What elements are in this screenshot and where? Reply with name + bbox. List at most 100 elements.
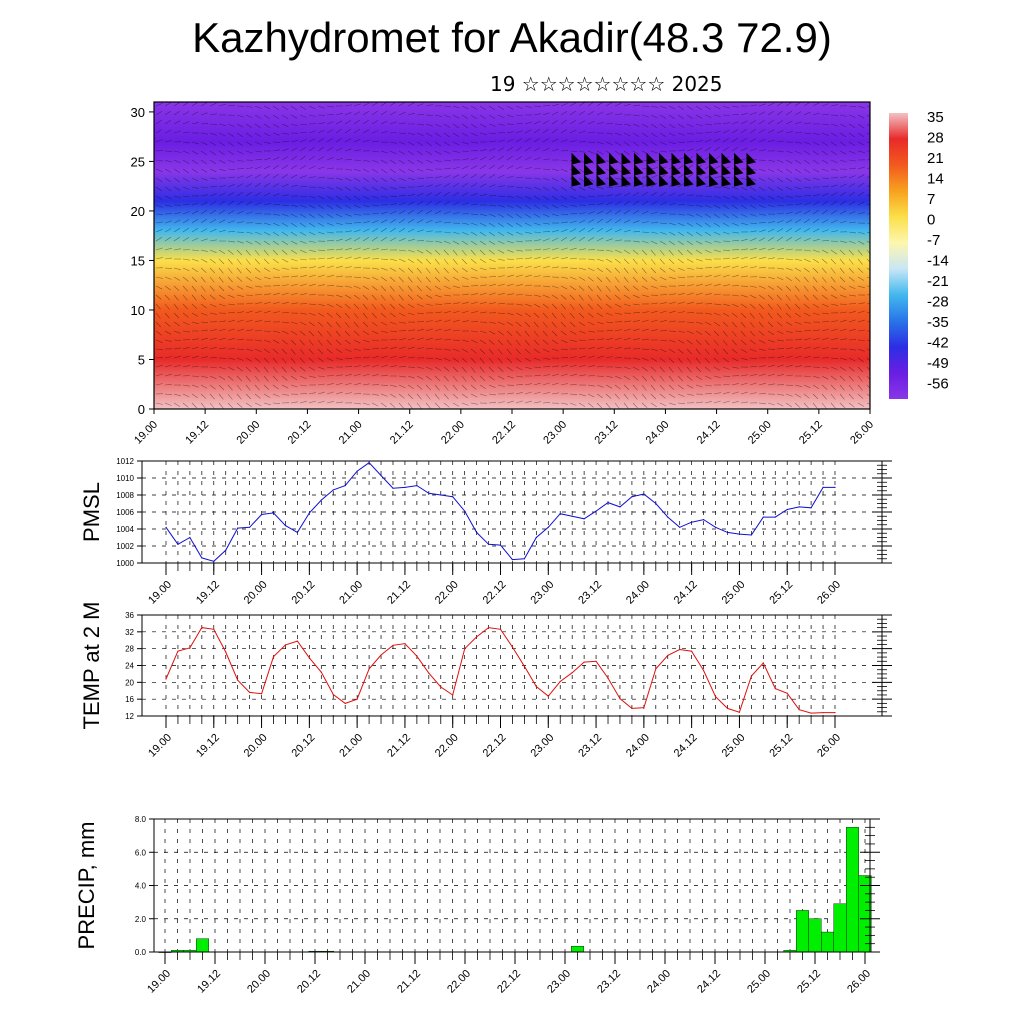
pmsl-point — [404, 486, 406, 488]
temp-point — [643, 706, 645, 709]
wind-barb — [571, 152, 581, 165]
pmsl-point — [810, 507, 812, 509]
pmsl-point — [225, 549, 227, 551]
wind-barb — [634, 174, 644, 187]
pmsl-point — [726, 531, 729, 534]
wind-barb — [609, 163, 619, 176]
y-tick-label: 30 — [131, 105, 145, 120]
pmsl-point — [380, 474, 382, 477]
temp-point — [786, 692, 788, 694]
temp-point — [237, 679, 239, 681]
wind-barb — [646, 174, 656, 187]
pmsl-point — [535, 536, 537, 539]
x-tick-label: 19.12 — [183, 419, 211, 447]
pmsl-point — [547, 526, 549, 528]
colorbar-label: 14 — [927, 171, 944, 188]
wind-barb — [721, 174, 731, 187]
temp-point — [356, 698, 358, 700]
x-tick-label: 22.00 — [433, 579, 461, 607]
y-tick-label: 36 — [125, 611, 134, 620]
wind-barb — [571, 163, 581, 176]
pmsl-panel: 1000 1002 1004 1006 1008 1010 1012 19.00 19.12 20… — [79, 457, 892, 607]
pmsl-point — [452, 496, 454, 498]
temp-point — [344, 702, 346, 704]
y-tick-label: 8.0 — [135, 815, 147, 824]
temp-point — [499, 628, 502, 630]
x-tick-label: 22.12 — [495, 968, 523, 996]
temp-point — [476, 636, 478, 638]
wind-barb — [709, 152, 719, 165]
temp-point — [607, 677, 609, 679]
pmsl-point — [237, 527, 239, 529]
precip-bar — [796, 910, 809, 953]
pmsl-point — [559, 513, 561, 515]
x-tick-label: 19.12 — [194, 732, 222, 760]
wind-barb — [646, 163, 656, 176]
x-tick-label: 20.00 — [245, 968, 273, 996]
temp-point — [225, 651, 227, 653]
x-tick-label: 20.12 — [290, 732, 318, 760]
x-tick-label: 23.00 — [545, 968, 573, 996]
wind-barb — [684, 152, 694, 165]
x-tick-label: 24.00 — [644, 419, 672, 447]
wind-barb — [621, 152, 631, 165]
temp-point — [738, 711, 741, 713]
wind-barb-field — [155, 102, 870, 409]
colorbar-labels: 35 28 21 14 7 0 -7 -14 -21 -28 -35 -42 -49 -56 — [927, 109, 949, 393]
wind-barb — [659, 163, 669, 176]
x-tick-label: 26.00 — [848, 419, 876, 447]
y-tick-label: 20 — [131, 204, 145, 219]
pmsl-point — [332, 489, 334, 491]
pmsl-point — [762, 516, 764, 518]
wind-barb — [584, 152, 594, 165]
y-tick-label: 12 — [125, 712, 134, 721]
temp-point — [595, 660, 597, 662]
colorbar-label: -28 — [927, 294, 949, 311]
pmsl-point — [392, 487, 394, 489]
pmsl-point — [308, 512, 310, 514]
wind-barb-cluster — [571, 152, 756, 187]
wind-barb — [684, 174, 694, 187]
temp-series-line — [165, 627, 835, 714]
pmsl-point — [607, 502, 609, 504]
pmsl-point — [201, 557, 203, 559]
colorbar-label: -21 — [927, 273, 949, 290]
precip-bar — [571, 945, 584, 953]
x-tick-label: 25.12 — [767, 579, 795, 607]
precip-bar — [196, 938, 209, 953]
pmsl-y-axis-label: PMSL — [79, 482, 104, 542]
y-tick-label: 1000 — [116, 559, 134, 568]
x-tick-label: 21.12 — [388, 419, 416, 447]
temp-point — [547, 695, 549, 697]
precip-panel: 0.0 2.0 4.0 6.0 8.0 19.00 19.12 20.00 20.12 21.00… — [74, 815, 880, 996]
y-tick-label: 28 — [125, 645, 134, 654]
y-tick-label: 25 — [131, 154, 145, 169]
x-tick-label: 21.00 — [337, 419, 365, 447]
x-tick-label: 25.12 — [797, 419, 825, 447]
x-tick-label: 24.12 — [695, 419, 723, 447]
temp-point — [583, 661, 585, 663]
temp-point — [619, 698, 621, 700]
pmsl-point — [631, 496, 633, 498]
pmsl-point — [643, 493, 645, 495]
wind-barb — [609, 174, 619, 187]
y-tick-label: 1004 — [116, 525, 134, 534]
y-tick-label: 0.0 — [135, 948, 147, 957]
pmsl-point — [691, 521, 693, 523]
x-tick-label: 20.12 — [286, 419, 314, 447]
y-tick-label: 1002 — [116, 542, 134, 551]
x-tick-label: 23.00 — [541, 419, 569, 447]
pmsl-point — [667, 516, 669, 518]
pmsl-point — [702, 519, 705, 521]
x-tick-label: 21.00 — [337, 579, 365, 607]
wind-barb — [746, 174, 756, 187]
x-tick-label: 19.00 — [146, 579, 174, 607]
temp-point — [702, 669, 705, 672]
pmsl-point — [571, 515, 573, 517]
x-tick-label: 23.00 — [528, 732, 556, 760]
wind-barb — [584, 174, 594, 187]
pmsl-point — [523, 558, 525, 560]
x-tick-label: 26.00 — [815, 579, 843, 607]
x-tick-label: 25.00 — [720, 579, 748, 607]
x-tick-label: 21.00 — [345, 968, 373, 996]
